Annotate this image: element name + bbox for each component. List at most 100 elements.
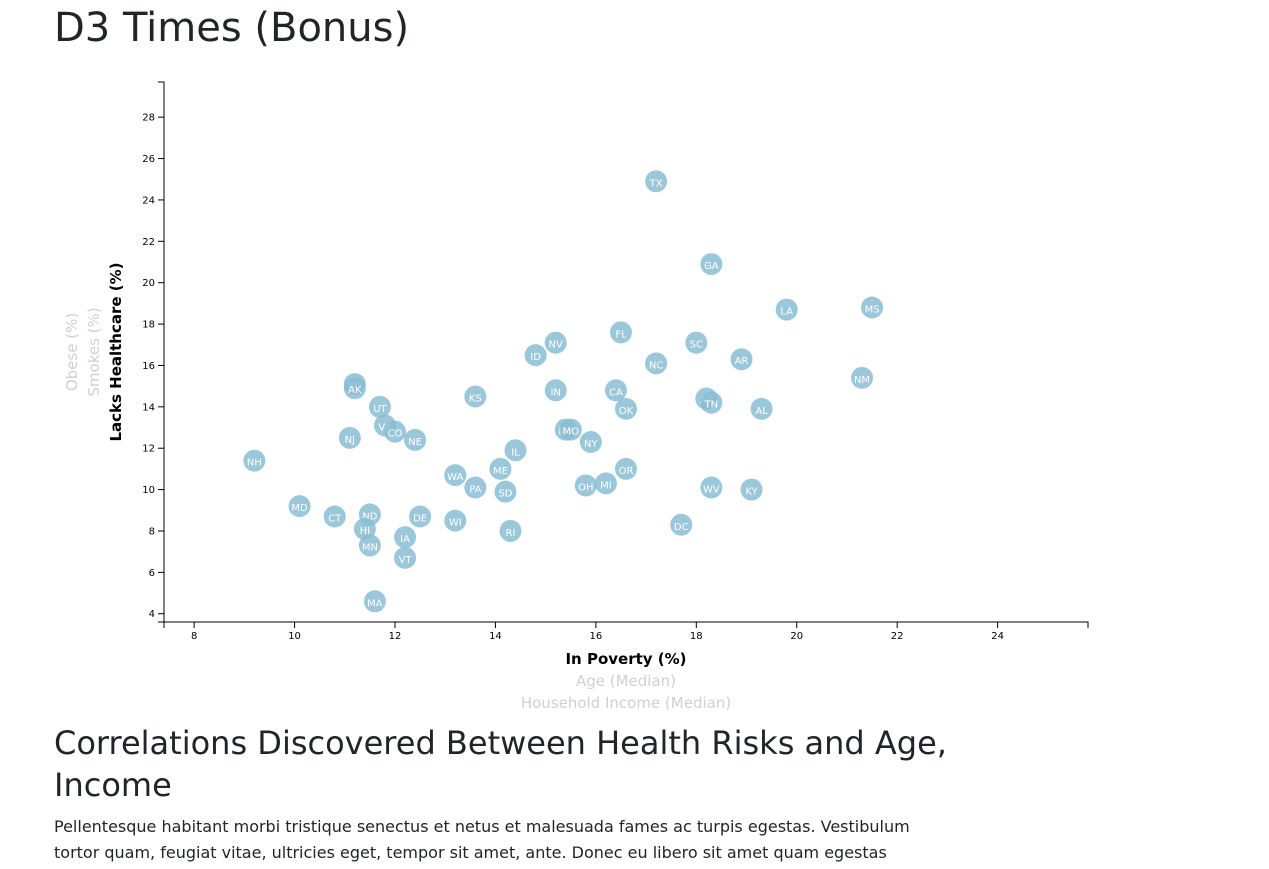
state-point[interactable]: SD [494, 480, 517, 503]
state-circle[interactable] [358, 534, 381, 557]
state-circle[interactable] [604, 379, 627, 402]
state-point[interactable]: GA [700, 253, 723, 276]
state-point[interactable]: NJ [338, 426, 361, 449]
state-circle[interactable] [700, 476, 723, 499]
state-circle[interactable] [851, 366, 874, 389]
x-axis-option[interactable]: In Poverty (%) [565, 650, 686, 668]
state-circle[interactable] [685, 331, 708, 354]
state-point[interactable]: CA [604, 379, 627, 402]
state-circle[interactable] [394, 546, 417, 569]
state-point[interactable]: WI [444, 509, 467, 532]
state-point[interactable]: OK [615, 397, 637, 420]
state-circle[interactable] [615, 397, 637, 420]
x-axis-option[interactable]: Household Income (Median) [521, 694, 731, 712]
state-point[interactable]: MI [594, 472, 617, 495]
y-axis-option[interactable]: Lacks Healthcare (%) [107, 262, 125, 441]
state-circle[interactable] [594, 472, 617, 495]
state-point[interactable]: IN [544, 379, 567, 402]
state-circle[interactable] [579, 431, 602, 453]
state-point[interactable]: DC [670, 513, 693, 536]
state-point[interactable]: DE [409, 505, 432, 528]
state-circle[interactable] [499, 519, 522, 542]
state-circle[interactable] [645, 170, 668, 193]
state-circle[interactable] [444, 509, 467, 532]
state-point[interactable]: WA [444, 464, 467, 487]
state-point[interactable]: VT [394, 546, 417, 569]
state-circle[interactable] [368, 395, 391, 418]
state-point[interactable]: OH [574, 474, 597, 497]
state-point[interactable]: SC [685, 331, 708, 354]
state-circle[interactable] [645, 352, 668, 375]
state-circle[interactable] [243, 449, 266, 472]
state-point[interactable]: UT [368, 395, 391, 418]
state-circle[interactable] [288, 495, 311, 518]
state-circle[interactable] [750, 397, 773, 420]
state-circle[interactable] [353, 517, 376, 540]
state-circle[interactable] [464, 476, 487, 499]
state-circle[interactable] [524, 344, 547, 367]
state-point[interactable]: ME [489, 457, 512, 480]
state-point[interactable]: AK [343, 377, 366, 400]
state-point[interactable]: MA [363, 590, 386, 613]
state-circle[interactable] [670, 513, 693, 536]
state-point[interactable]: NV [544, 331, 567, 354]
state-point[interactable]: CO [384, 420, 406, 443]
state-point[interactable]: NY [579, 431, 602, 453]
state-circle[interactable] [861, 296, 884, 319]
state-circle[interactable] [700, 391, 723, 414]
state-point[interactable]: NH [243, 449, 266, 472]
state-circle[interactable] [494, 480, 517, 503]
state-circle[interactable] [504, 439, 527, 462]
state-point[interactable]: OR [615, 457, 637, 480]
state-circle[interactable] [615, 457, 637, 480]
state-point[interactable]: AR [730, 348, 753, 371]
state-point[interactable]: MS [861, 296, 884, 319]
state-circle[interactable] [574, 474, 597, 497]
state-circle[interactable] [700, 253, 723, 276]
state-point[interactable]: MD [288, 495, 311, 518]
state-point[interactable]: AL [750, 397, 773, 420]
state-point[interactable]: IL [504, 439, 527, 462]
state-point[interactable]: KY [740, 478, 763, 501]
state-circle[interactable] [609, 321, 632, 344]
state-circle[interactable] [384, 420, 406, 443]
state-point[interactable]: NC [645, 352, 668, 375]
state-circle[interactable] [775, 298, 798, 321]
state-circle[interactable] [444, 464, 467, 487]
x-axis-option[interactable]: Age (Median) [576, 672, 676, 690]
state-point[interactable]: KS [464, 385, 487, 408]
state-point[interactable]: MO [559, 418, 582, 441]
state-point[interactable]: NM [851, 366, 874, 389]
y-axis-option[interactable]: Obese (%) [63, 313, 81, 391]
state-circle[interactable] [544, 379, 567, 402]
state-point[interactable]: RI [499, 519, 522, 542]
state-point[interactable]: PA [464, 476, 487, 499]
y-axis-option[interactable]: Smokes (%) [85, 307, 103, 396]
state-circle[interactable] [394, 526, 417, 549]
state-abbr-label: ID [530, 352, 541, 363]
state-circle[interactable] [544, 331, 567, 354]
state-point[interactable]: IA [394, 526, 417, 549]
state-point[interactable]: TN [700, 391, 723, 414]
state-circle[interactable] [740, 478, 763, 501]
state-point[interactable]: TX [645, 170, 668, 193]
y-tick: 26 [142, 154, 164, 165]
state-point[interactable]: NE [404, 428, 427, 451]
state-point[interactable]: FL [609, 321, 632, 344]
state-point[interactable]: MN [358, 534, 381, 557]
state-circle[interactable] [343, 377, 366, 400]
state-point[interactable]: WV [700, 476, 723, 499]
state-circle[interactable] [363, 590, 386, 613]
state-point[interactable]: ID [524, 344, 547, 367]
state-point[interactable]: HI [353, 517, 376, 540]
state-circle[interactable] [404, 428, 427, 451]
state-circle[interactable] [730, 348, 753, 371]
state-point[interactable]: CT [323, 505, 346, 528]
state-circle[interactable] [559, 418, 582, 441]
state-circle[interactable] [338, 426, 361, 449]
state-circle[interactable] [464, 385, 487, 408]
state-circle[interactable] [489, 457, 512, 480]
state-circle[interactable] [409, 505, 432, 528]
state-circle[interactable] [323, 505, 346, 528]
state-point[interactable]: LA [775, 298, 798, 321]
